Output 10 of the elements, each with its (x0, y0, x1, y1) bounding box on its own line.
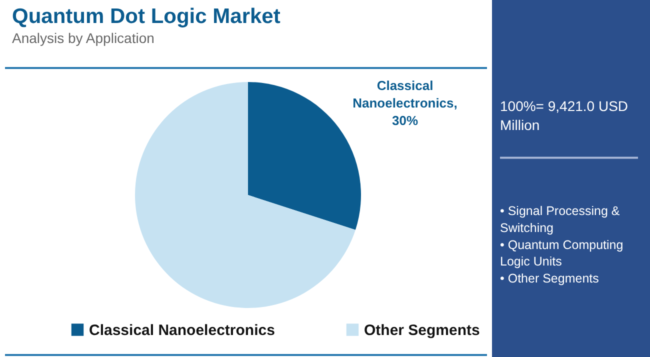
chart-subtitle: Analysis by Application (12, 30, 154, 46)
chart-title: Quantum Dot Logic Market (12, 5, 280, 28)
text: • Other Segments (500, 272, 599, 286)
legend-label: Other Segments (364, 322, 480, 339)
legend-label: Classical Nanoelectronics (89, 322, 275, 339)
data-label: Classical Nanoelectronics, 30% (352, 78, 458, 128)
pie-slice (135, 82, 356, 308)
text: 100%= 9,421.0 USD Million (500, 98, 628, 133)
text: • Quantum Computing Logic Units (500, 238, 624, 269)
text: • Signal Processing & Switching (500, 204, 620, 235)
